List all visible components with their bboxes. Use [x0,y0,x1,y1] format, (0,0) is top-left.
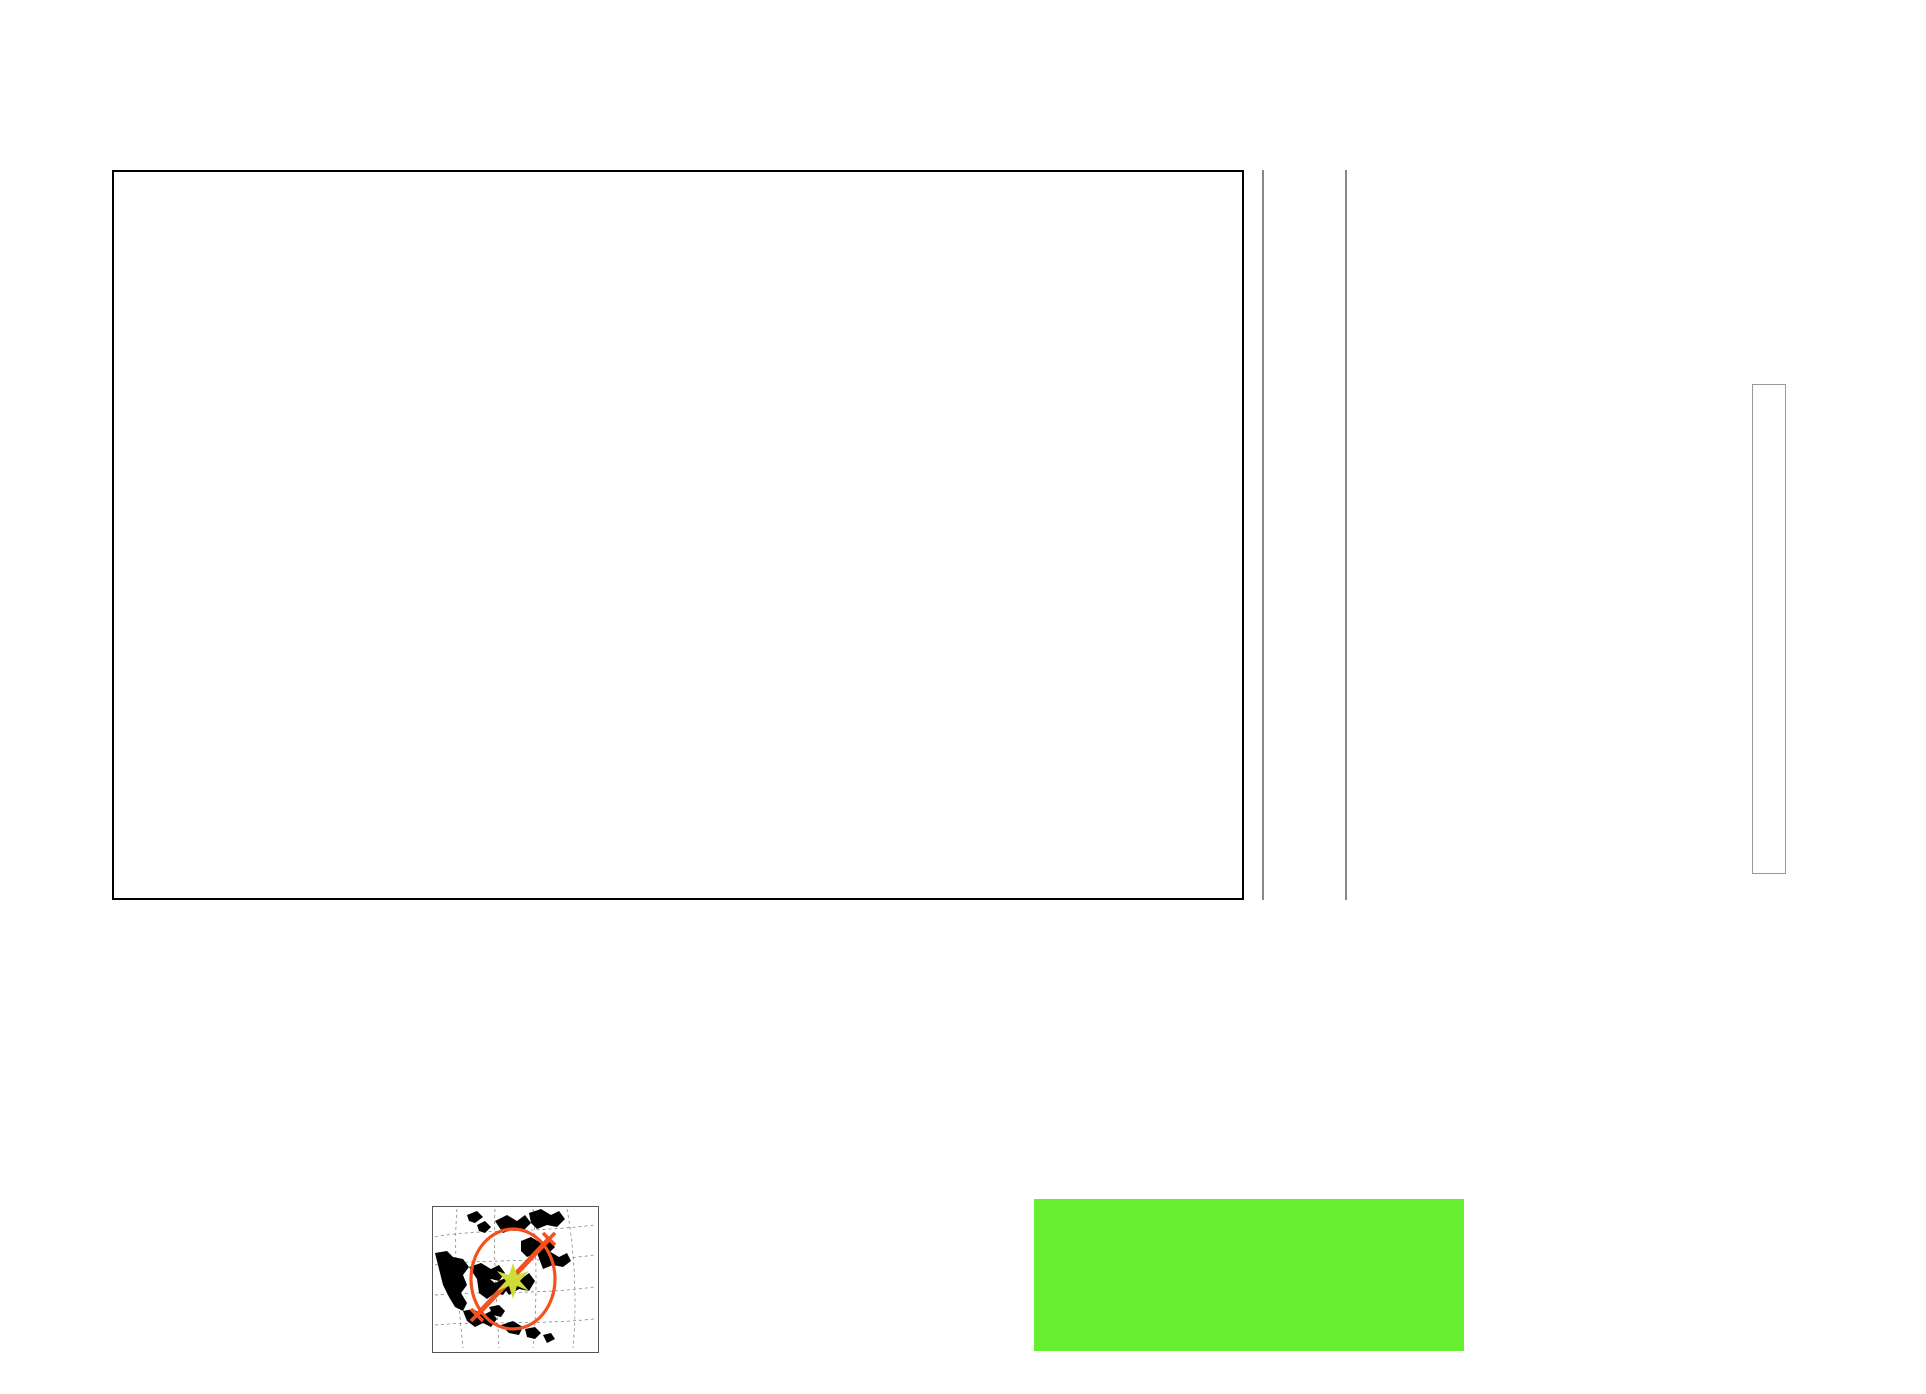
inset-location-map[interactable] [432,1206,599,1353]
inset-map-svg [434,1208,595,1349]
transect-endpoints [469,1231,557,1323]
colorbar[interactable] [1752,384,1786,874]
z-kft-axis-line [1345,170,1347,900]
z-km-axis-line [1262,170,1264,900]
latitude-row [0,98,1300,124]
region-ellipse [469,1227,557,1331]
cross-section-plot[interactable] [112,170,1244,900]
coastlines [435,1209,571,1343]
legend-box [1034,1199,1464,1351]
contour-overlay [114,172,1242,898]
longitude-row [0,130,1300,156]
center-star-marker [497,1263,529,1299]
